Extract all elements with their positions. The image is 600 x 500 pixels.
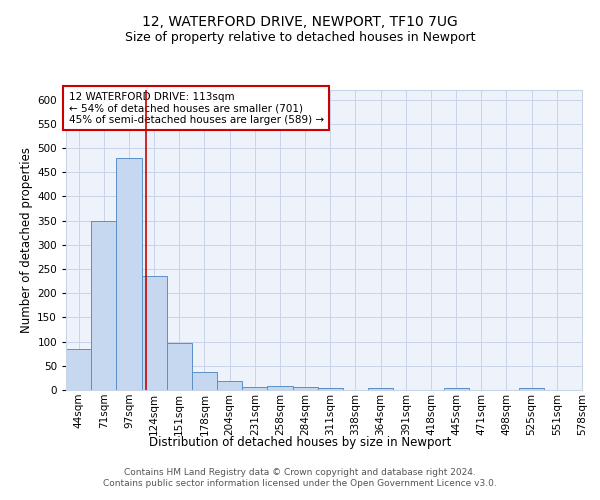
Bar bbox=[368, 388, 393, 390]
Bar bbox=[293, 386, 318, 390]
Bar bbox=[116, 158, 142, 390]
Bar bbox=[91, 220, 116, 390]
Text: Distribution of detached houses by size in Newport: Distribution of detached houses by size … bbox=[149, 436, 451, 449]
Bar bbox=[318, 388, 343, 390]
Bar bbox=[192, 372, 217, 390]
Bar bbox=[66, 349, 91, 390]
Text: Size of property relative to detached houses in Newport: Size of property relative to detached ho… bbox=[125, 31, 475, 44]
Y-axis label: Number of detached properties: Number of detached properties bbox=[20, 147, 33, 333]
Text: Contains HM Land Registry data © Crown copyright and database right 2024.
Contai: Contains HM Land Registry data © Crown c… bbox=[103, 468, 497, 487]
Bar bbox=[142, 276, 167, 390]
Bar bbox=[443, 388, 469, 390]
Text: 12, WATERFORD DRIVE, NEWPORT, TF10 7UG: 12, WATERFORD DRIVE, NEWPORT, TF10 7UG bbox=[142, 16, 458, 30]
Bar bbox=[242, 386, 268, 390]
Bar bbox=[519, 388, 544, 390]
Bar bbox=[217, 382, 242, 390]
Text: 12 WATERFORD DRIVE: 113sqm
← 54% of detached houses are smaller (701)
45% of sem: 12 WATERFORD DRIVE: 113sqm ← 54% of deta… bbox=[68, 92, 324, 124]
Bar bbox=[268, 386, 293, 390]
Bar bbox=[167, 343, 192, 390]
